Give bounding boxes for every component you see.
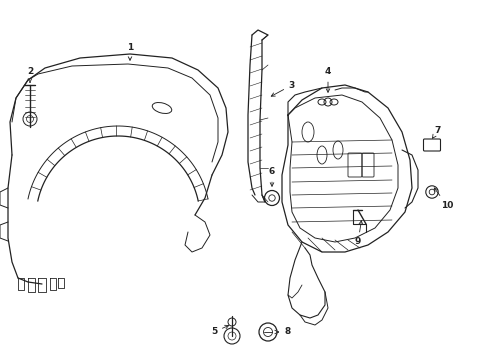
Text: 7: 7 [431,126,440,138]
Text: 2: 2 [27,68,33,82]
Text: 5: 5 [210,325,228,337]
Text: 1: 1 [126,44,133,60]
Text: 3: 3 [271,81,295,96]
Text: 9: 9 [354,221,362,247]
Text: 8: 8 [274,328,290,337]
Text: 4: 4 [324,68,330,92]
Text: 6: 6 [268,167,275,186]
Text: 10: 10 [433,188,452,210]
